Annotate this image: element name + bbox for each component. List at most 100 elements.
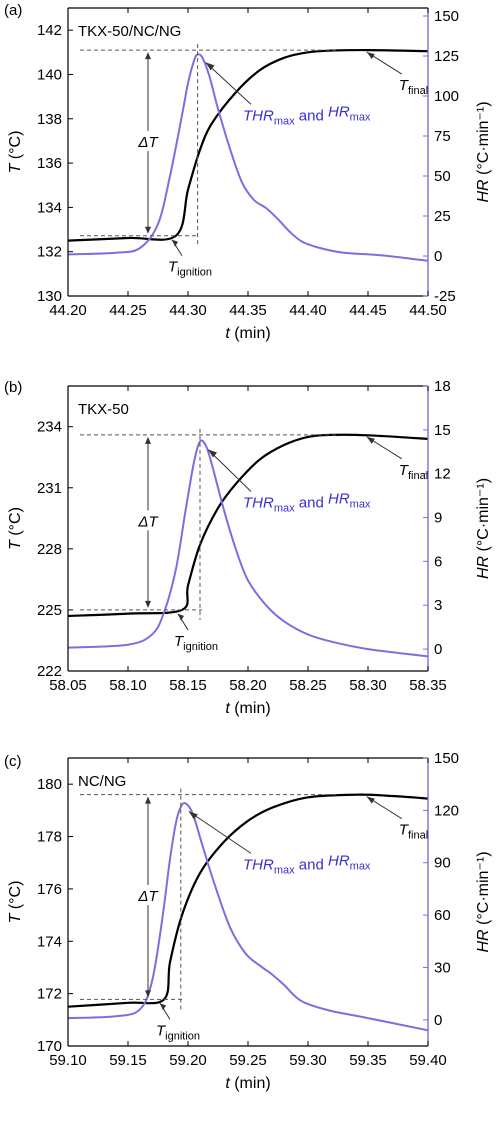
peak-pointer — [207, 449, 252, 492]
y-tick-label-left: 222 — [37, 663, 62, 680]
panel-a: (a) 44.20 44.25 44.30 44.35 44.40 44.45 44.50 13… — [4, 2, 492, 342]
final-label: Tfinal — [399, 77, 428, 97]
y-tick-label-right: 18 — [434, 378, 451, 395]
y-tick-label-right: 100 — [434, 88, 459, 105]
panel-c: (c) 59.10 59.15 59.20 59.25 59.30 59.35 59.40 17… — [4, 750, 492, 1092]
y-tick-label-left: 180 — [37, 776, 62, 793]
temperature-line — [67, 433, 429, 618]
peak-pointer-head — [188, 811, 198, 820]
sample-title: TKX-50/NC/NG — [78, 23, 181, 40]
ignition-label: Tignition — [168, 259, 212, 279]
y-tick-label-left: 170 — [37, 1038, 62, 1055]
y-tick-label-left: 231 — [37, 480, 62, 497]
x-tick-label: 58.15 — [169, 677, 207, 694]
x-tick-label: 59.15 — [109, 1052, 147, 1069]
x-tick-label: 44.25 — [109, 302, 147, 319]
x-tick-label: 59.20 — [169, 1052, 207, 1069]
x-axis-title: t (min) — [225, 700, 270, 717]
delta-t-bg — [134, 885, 162, 906]
x-tick-label: 59.30 — [289, 1052, 327, 1069]
peak-label: THRmax and HRmax — [243, 103, 371, 127]
delta-t-label: ΔT — [137, 513, 159, 530]
heat-rate-line — [67, 439, 429, 658]
x-tick-label: 44.20 — [49, 302, 87, 319]
left-y-axis-title: T (°C) — [7, 881, 24, 924]
delta-t-arrowhead-bottom — [145, 226, 151, 234]
x-axis-title: t (min) — [225, 325, 270, 342]
x-tick-label: 44.50 — [409, 302, 447, 319]
x-tick-label: 58.30 — [349, 677, 387, 694]
y-tick-label-right: 6 — [434, 553, 442, 570]
sample-title: TKX-50 — [78, 401, 129, 418]
y-tick-label-right: 0 — [434, 1012, 442, 1029]
x-tick-label: 44.30 — [169, 302, 207, 319]
y-tick-label-left: 234 — [37, 419, 62, 436]
y-tick-label-right: 75 — [434, 128, 451, 145]
peak-pointer-head — [205, 62, 215, 71]
panel-label: (b) — [4, 379, 22, 396]
x-tick-label: 58.25 — [289, 677, 327, 694]
x-tick-label: 59.25 — [229, 1052, 267, 1069]
x-tick-label: 44.35 — [229, 302, 267, 319]
delta-t-arrowhead-top — [145, 796, 151, 804]
y-tick-label-left: 178 — [37, 829, 62, 846]
y-tick-label-left: 134 — [37, 199, 62, 216]
delta-t-bg — [134, 510, 162, 531]
panel-b: (b) 58.05 58.10 58.15 58.20 58.25 58.30 58.35 22… — [4, 378, 492, 717]
peak-pointer — [188, 810, 252, 854]
y-tick-label-right: -25 — [434, 288, 456, 305]
delta-t-label: ΔT — [137, 134, 159, 151]
y-tick-label-left: 136 — [37, 155, 62, 172]
delta-t-label: ΔT — [137, 888, 159, 905]
y-tick-label-left: 132 — [37, 244, 62, 261]
x-axis-title: t (min) — [225, 1075, 270, 1092]
x-tick-label: 58.35 — [409, 677, 447, 694]
y-tick-label-right: 3 — [434, 597, 442, 614]
y-tick-label-left: 228 — [37, 541, 62, 558]
y-tick-label-right: 30 — [434, 959, 451, 976]
temperature-line — [67, 48, 429, 242]
left-y-axis-title: T (°C) — [7, 131, 24, 174]
right-y-axis-title: HR (°C·min⁻¹) — [475, 851, 492, 952]
delta-t-arrowhead-bottom — [145, 600, 151, 608]
x-tick-label: 59.10 — [49, 1052, 87, 1069]
y-tick-label-left: 176 — [37, 881, 62, 898]
ignition-label: Tignition — [174, 633, 218, 653]
final-pointer-head — [366, 436, 375, 444]
peak-label: THRmax and HRmax — [243, 852, 371, 876]
panel-label: (a) — [4, 2, 22, 19]
y-tick-label-right: 120 — [434, 802, 459, 819]
y-tick-label-right: 9 — [434, 510, 442, 527]
y-tick-label-right: 15 — [434, 422, 451, 439]
y-tick-label-left: 130 — [37, 288, 62, 305]
final-pointer-head — [366, 796, 375, 804]
delta-t-arrowhead-top — [145, 436, 151, 444]
y-tick-label-right: 90 — [434, 855, 451, 872]
heat-rate-line — [67, 53, 429, 262]
peak-pointer-head — [208, 449, 217, 458]
y-tick-label-left: 138 — [37, 111, 62, 128]
panel-label: (c) — [4, 753, 22, 770]
y-tick-label-right: 125 — [434, 48, 459, 65]
y-tick-label-right: 150 — [434, 8, 459, 25]
x-tick-label: 59.40 — [409, 1052, 447, 1069]
ignition-pointer-head — [160, 1003, 166, 1011]
delta-t-arrowhead-bottom — [145, 990, 151, 998]
x-tick-label: 44.40 — [289, 302, 327, 319]
delta-t-arrowhead-top — [145, 52, 151, 60]
right-y-axis-title: HR (°C·min⁻¹) — [475, 478, 492, 579]
y-tick-label-right: 50 — [434, 168, 451, 185]
y-tick-label-left: 142 — [37, 22, 62, 39]
y-tick-label-right: 0 — [434, 248, 442, 265]
left-y-axis-title: T (°C) — [7, 507, 24, 550]
x-tick-label: 59.35 — [349, 1052, 387, 1069]
heat-rate-line — [67, 801, 429, 1032]
peak-label: THRmax and HRmax — [243, 491, 371, 515]
final-label: Tfinal — [399, 462, 428, 482]
right-y-axis-title: HR (°C·min⁻¹) — [475, 101, 492, 202]
sample-title: NC/NG — [78, 773, 126, 790]
y-tick-label-left: 174 — [37, 933, 62, 950]
y-tick-label-left: 140 — [37, 66, 62, 83]
y-tick-label-left: 225 — [37, 602, 62, 619]
